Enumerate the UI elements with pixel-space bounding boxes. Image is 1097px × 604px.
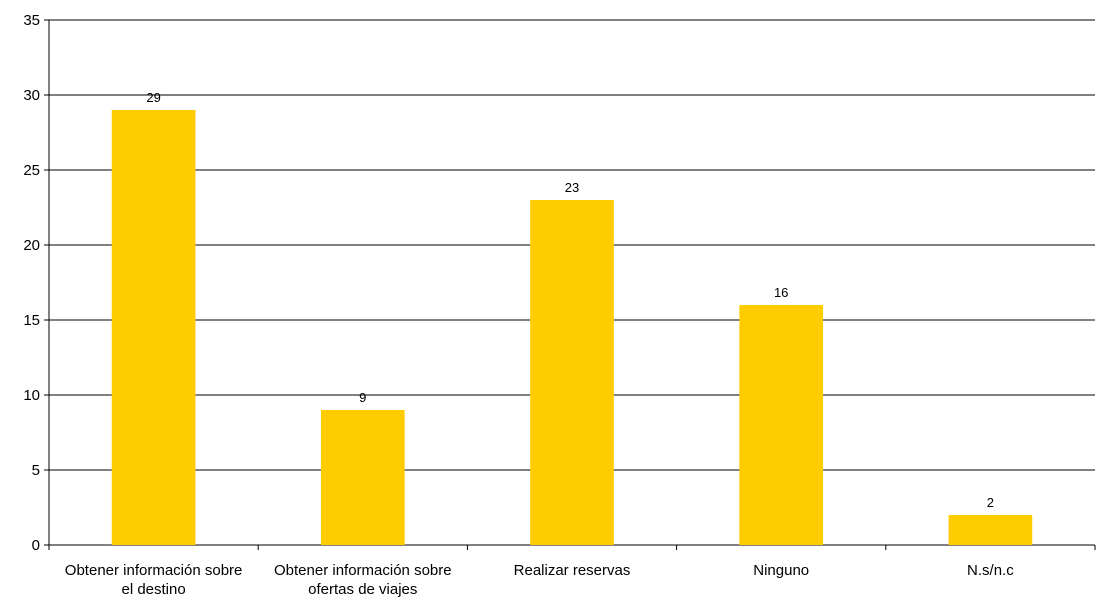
bar — [739, 305, 824, 545]
x-category-label: N.s/n.c — [967, 562, 1014, 579]
data-label: 29 — [146, 90, 160, 105]
data-label: 2 — [987, 495, 994, 510]
bar — [320, 410, 405, 545]
data-label: 23 — [565, 180, 579, 195]
y-tick-label: 25 — [23, 162, 40, 179]
y-tick-label: 35 — [23, 12, 40, 29]
bars — [111, 110, 1033, 545]
y-tick-label: 10 — [23, 387, 40, 404]
y-tick-label: 0 — [32, 537, 40, 554]
bar — [948, 515, 1033, 545]
y-tick-label: 30 — [23, 87, 40, 104]
x-category-label: ofertas de viajes — [308, 581, 417, 598]
y-tick-label: 5 — [32, 462, 40, 479]
bar — [530, 200, 614, 545]
x-category-label: el destino — [121, 581, 185, 598]
x-category-label: Realizar reservas — [514, 562, 631, 579]
y-tick-label: 20 — [23, 237, 40, 254]
x-category-label: Ninguno — [753, 562, 809, 579]
y-tick-label: 15 — [23, 312, 40, 329]
data-label: 9 — [359, 390, 366, 405]
x-category-label: Obtener información sobre — [65, 562, 243, 579]
bar — [111, 110, 196, 545]
data-label: 16 — [774, 285, 788, 300]
x-category-label: Obtener información sobre — [274, 562, 452, 579]
